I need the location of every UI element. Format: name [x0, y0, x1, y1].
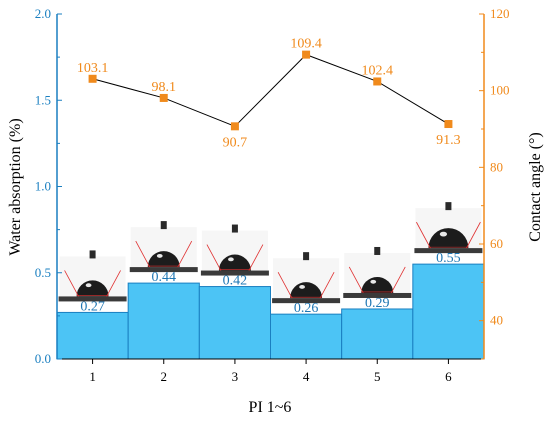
bar-label-2: 0.44: [152, 270, 177, 285]
labels-layer: 0.27 0.44 0.42 0.26 0.29 0.55 103.1 98.1 90.7 109…: [77, 37, 461, 317]
y-right-tick-label-3: 100: [490, 83, 510, 98]
contact-angle-label-2: 98.1: [152, 80, 177, 95]
bar-5: [341, 308, 414, 360]
bar-6: [412, 263, 485, 360]
bar-2: [127, 282, 200, 360]
y-right-tick-label-1: 60: [490, 236, 503, 251]
droplet-inset-2: [129, 221, 198, 273]
bar-label-3: 0.42: [223, 274, 248, 289]
x-tick-label-3: 3: [232, 369, 239, 384]
y-left-tick-label-2: 1.0: [35, 179, 51, 194]
contact-angle-point-5: [373, 77, 382, 86]
contact-angle-point-2: [159, 93, 168, 102]
droplet-inset-6: [414, 202, 483, 254]
bar-3: [198, 286, 271, 360]
x-axis-title: PI 1~6: [249, 399, 292, 416]
x-tick-label-6: 6: [445, 369, 452, 384]
contact-angle-label-3: 90.7: [223, 135, 248, 150]
droplet-inset-4: [272, 252, 341, 304]
y-left-tick-label-0: 0.0: [35, 351, 51, 366]
contact-angle-label-5: 102.4: [362, 63, 394, 78]
y-left-tick-label-3: 1.5: [35, 92, 51, 107]
y-right-tick-label-4: 120: [490, 6, 510, 21]
y-left-tick-label-4: 2.0: [35, 6, 51, 21]
bar-1: [56, 311, 129, 360]
bar-label-1: 0.27: [80, 299, 105, 314]
bar-4: [270, 313, 343, 360]
x-tick-label-4: 4: [303, 369, 310, 384]
contact-angle-point-4: [302, 50, 311, 59]
line-layer: [88, 50, 453, 131]
contact-angle-label-4: 109.4: [290, 37, 322, 52]
bars-layer: [56, 263, 485, 360]
x-tick-label-5: 5: [374, 369, 381, 384]
axes-layer: 0.0 0.5 1.0 1.5 2.0 40 60 80 100 120 1 2 3 4 5 6: [35, 6, 510, 384]
bar-label-4: 0.26: [294, 301, 319, 316]
y-right-tick-label-2: 80: [490, 159, 503, 174]
droplet-inset-1: [58, 250, 127, 302]
bar-label-6: 0.55: [436, 251, 461, 266]
droplet-inset-3: [200, 224, 269, 276]
droplet-inset-5: [343, 246, 412, 298]
y-right-tick-label-0: 40: [490, 313, 503, 328]
contact-angle-label-6: 91.3: [436, 133, 461, 148]
contact-angle-line: [92, 54, 449, 127]
x-tick-label-1: 1: [89, 369, 96, 384]
droplet-insets: [58, 202, 483, 304]
contact-angle-point-3: [230, 122, 239, 131]
y-right-axis-title: Contact angle (°): [527, 132, 544, 241]
y-left-tick-label-1: 0.5: [35, 265, 51, 280]
bar-label-5: 0.29: [365, 296, 390, 311]
contact-angle-label-1: 103.1: [77, 61, 109, 76]
x-tick-label-2: 2: [161, 369, 168, 384]
y-left-axis-title: Water absorption (%): [7, 118, 24, 255]
contact-angle-point-6: [444, 120, 453, 129]
contact-angle-point-1: [88, 74, 97, 83]
